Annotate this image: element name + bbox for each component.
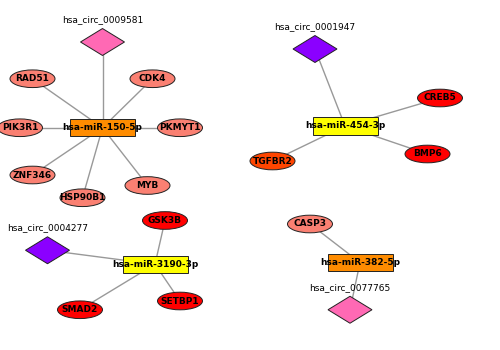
FancyBboxPatch shape — [70, 119, 135, 136]
Text: CDK4: CDK4 — [139, 74, 166, 83]
Ellipse shape — [10, 166, 55, 184]
Text: RAD51: RAD51 — [16, 74, 50, 83]
Text: ZNF346: ZNF346 — [13, 170, 52, 180]
Polygon shape — [26, 237, 70, 264]
Ellipse shape — [158, 119, 202, 136]
Ellipse shape — [418, 89, 463, 107]
Text: hsa-miR-3190-3p: hsa-miR-3190-3p — [112, 260, 198, 269]
Polygon shape — [80, 29, 124, 55]
Text: SETBP1: SETBP1 — [160, 296, 200, 306]
Ellipse shape — [125, 177, 170, 194]
Text: HSP90B1: HSP90B1 — [60, 193, 106, 202]
Ellipse shape — [142, 212, 188, 229]
Polygon shape — [328, 296, 372, 323]
Text: hsa_circ_0001947: hsa_circ_0001947 — [274, 22, 355, 31]
Text: BMP6: BMP6 — [413, 149, 442, 159]
Text: hsa-miR-382-5p: hsa-miR-382-5p — [320, 258, 400, 267]
Ellipse shape — [0, 119, 42, 136]
Ellipse shape — [158, 292, 202, 310]
Text: SMAD2: SMAD2 — [62, 305, 98, 314]
Ellipse shape — [288, 215, 333, 233]
FancyBboxPatch shape — [312, 117, 378, 134]
Text: hsa-miR-454-3p: hsa-miR-454-3p — [305, 121, 385, 131]
Text: hsa_circ_0009581: hsa_circ_0009581 — [62, 15, 143, 24]
Ellipse shape — [250, 152, 295, 170]
Text: PKMYT1: PKMYT1 — [159, 123, 201, 132]
Ellipse shape — [60, 189, 105, 206]
Text: TGFBR2: TGFBR2 — [252, 156, 292, 166]
Text: CASP3: CASP3 — [294, 219, 326, 229]
Text: hsa-miR-150-5p: hsa-miR-150-5p — [62, 123, 142, 132]
Text: GSK3B: GSK3B — [148, 216, 182, 225]
Ellipse shape — [10, 70, 55, 88]
Text: hsa_circ_0004277: hsa_circ_0004277 — [7, 224, 88, 233]
Text: PIK3R1: PIK3R1 — [2, 123, 38, 132]
Text: MYB: MYB — [136, 181, 158, 190]
FancyBboxPatch shape — [122, 256, 188, 273]
Polygon shape — [293, 36, 337, 63]
FancyBboxPatch shape — [328, 254, 392, 271]
Ellipse shape — [58, 301, 102, 318]
Ellipse shape — [405, 145, 450, 163]
Text: CREB5: CREB5 — [424, 93, 456, 103]
Ellipse shape — [130, 70, 175, 88]
Text: hsa_circ_0077765: hsa_circ_0077765 — [310, 283, 390, 292]
